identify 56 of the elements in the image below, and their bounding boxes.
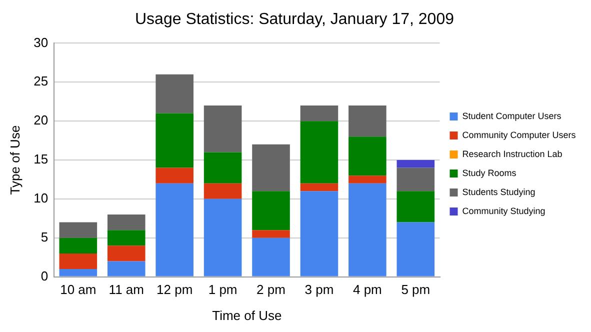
bar <box>300 105 338 122</box>
bar <box>156 183 194 276</box>
bar <box>396 160 435 168</box>
bar <box>300 121 338 184</box>
bar <box>204 105 242 152</box>
x-tick-label: 10 am <box>60 282 96 298</box>
y-tick-label: 0 <box>40 268 48 284</box>
chart-title: Usage Statistics: Saturday, January 17, 2009 <box>135 11 454 28</box>
bar <box>156 74 194 114</box>
x-tick-label: 3 pm <box>304 282 334 298</box>
legend-label: Students Studying <box>462 186 536 197</box>
legend-label: Student Computer Users <box>462 110 562 121</box>
x-axis-title: Time of Use <box>212 308 282 323</box>
legend-label: Community Computer Users <box>462 130 576 140</box>
x-tick-label: 1 pm <box>208 282 238 298</box>
bar <box>348 176 386 184</box>
bar <box>348 105 386 137</box>
bar <box>348 183 386 276</box>
y-tick-label: 5 <box>40 229 48 244</box>
bar <box>204 198 242 276</box>
bar <box>396 168 435 192</box>
x-tick-label: 4 pm <box>352 282 382 298</box>
y-tick-label: 20 <box>34 112 48 128</box>
x-tick-label: 2 pm <box>256 282 286 298</box>
bar <box>59 238 98 254</box>
bar <box>107 261 146 276</box>
bar <box>396 191 435 222</box>
x-tick-label: 12 pm <box>156 282 193 298</box>
legend-label: Research Instruction Lab <box>462 148 562 159</box>
bar <box>300 183 338 192</box>
y-tick-label: 25 <box>34 74 48 89</box>
bar <box>107 230 146 246</box>
bar <box>300 191 338 276</box>
bar <box>252 230 290 238</box>
legend-label: Study Rooms <box>462 168 517 178</box>
y-tick-label: 10 <box>34 190 48 206</box>
x-tick-label: 11 am <box>108 282 144 298</box>
bar <box>59 222 98 238</box>
bar <box>252 238 290 276</box>
bar <box>156 168 194 184</box>
bar <box>252 191 290 230</box>
y-tick-label: 30 <box>34 34 48 50</box>
legend-label: Community Studying <box>462 206 546 216</box>
y-axis-title: Type of Use <box>7 125 22 195</box>
bar <box>107 246 146 262</box>
x-tick-label: 5 pm <box>401 282 430 298</box>
bar <box>107 214 146 230</box>
bar <box>252 144 290 192</box>
bar <box>348 136 386 176</box>
bar <box>204 152 242 184</box>
bar <box>59 253 98 270</box>
bar <box>156 113 194 168</box>
bar <box>204 183 242 199</box>
y-tick-label: 15 <box>34 152 48 167</box>
bar <box>59 269 98 276</box>
bar <box>396 222 435 276</box>
